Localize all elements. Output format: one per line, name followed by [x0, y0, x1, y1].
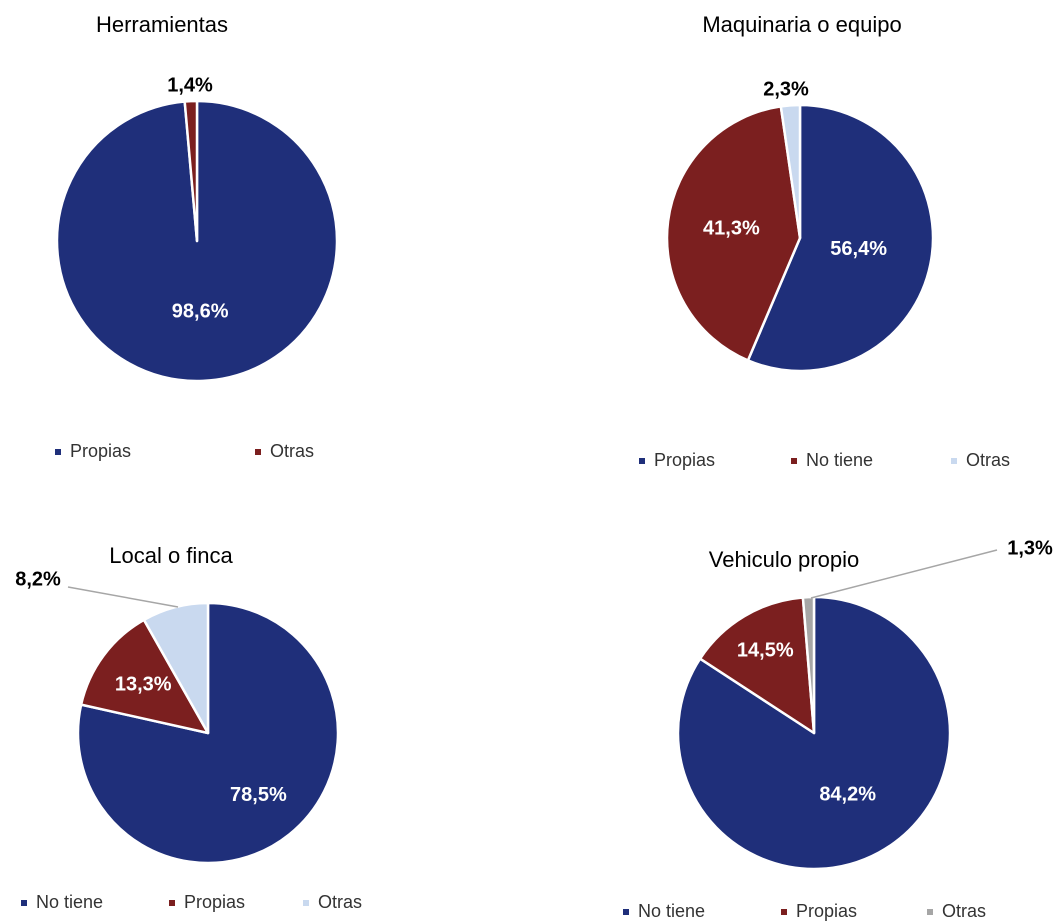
legend-item-otras: Otras: [966, 450, 1010, 470]
legend-marker: [781, 909, 787, 915]
legend-marker: [623, 909, 629, 915]
pie-chart-herramientas: Herramientas 98,6% 1,4% Propias Otras: [55, 12, 339, 461]
chart-title: Local o finca: [109, 543, 233, 568]
legend-item-no-tiene: No tiene: [36, 892, 103, 912]
leader-line: [67, 586, 179, 608]
legend-item-propias: Propias: [796, 901, 857, 921]
pie-slice-propias: [746, 103, 935, 373]
pie-chart-maquinaria-o-equipo: Maquinaria o equipo 56,4% 41,3% 2,3% Propias…: [639, 12, 1010, 470]
data-label: 1,3%: [1007, 537, 1053, 559]
pie-slice-otras: [779, 103, 802, 240]
legend-marker: [55, 449, 61, 455]
data-label: 13,3%: [115, 673, 172, 695]
pie-chart-local-o-finca: Local o finca 78,5% 13,3% 8,2% No tiene Propi…: [15, 543, 362, 912]
chart-title: Herramientas: [96, 12, 228, 37]
legend-item-otras: Otras: [942, 901, 986, 921]
legend-item-propias: Propias: [70, 441, 131, 461]
chart-title: Vehiculo propio: [709, 547, 859, 572]
legend-marker: [639, 458, 645, 464]
legend-item-propias: Propias: [184, 892, 245, 912]
legend-marker: [927, 909, 933, 915]
legend-marker: [951, 458, 957, 464]
pie-slice-otras: [183, 99, 199, 243]
chart-title: Maquinaria o equipo: [702, 12, 901, 37]
pie-slice-no-tiene: [76, 601, 340, 865]
leader-line: [810, 549, 998, 599]
legend-item-otras: Otras: [270, 441, 314, 461]
data-label: 98,6%: [172, 301, 229, 323]
data-label: 41,3%: [703, 217, 760, 239]
legend-marker: [255, 449, 261, 455]
data-label: 8,2%: [15, 568, 61, 590]
pie-slice-propias: [79, 618, 210, 735]
data-label: 1,4%: [167, 74, 213, 96]
legend-item-no-tiene: No tiene: [638, 901, 705, 921]
data-label: 56,4%: [830, 238, 887, 260]
legend-item-no-tiene: No tiene: [806, 450, 873, 470]
legend-item-propias: Propias: [654, 450, 715, 470]
data-label: 2,3%: [763, 78, 809, 100]
pie-slice-no-tiene: [665, 105, 802, 362]
pie-slice-no-tiene: [676, 595, 952, 871]
data-label: 78,5%: [230, 784, 287, 806]
legend-marker: [303, 900, 309, 906]
data-label: 84,2%: [819, 783, 876, 805]
pie-slice-propias: [698, 596, 816, 735]
legend-marker: [791, 458, 797, 464]
pie-chart-vehiculo-propio: Vehiculo propio 84,2% 14,5% 1,3% No tiene Pro…: [623, 537, 1053, 921]
legend-marker: [169, 900, 175, 906]
legend-marker: [21, 900, 27, 906]
pie-slice-otras: [142, 601, 210, 735]
data-label: 14,5%: [737, 639, 794, 661]
legend-item-otras: Otras: [318, 892, 362, 912]
